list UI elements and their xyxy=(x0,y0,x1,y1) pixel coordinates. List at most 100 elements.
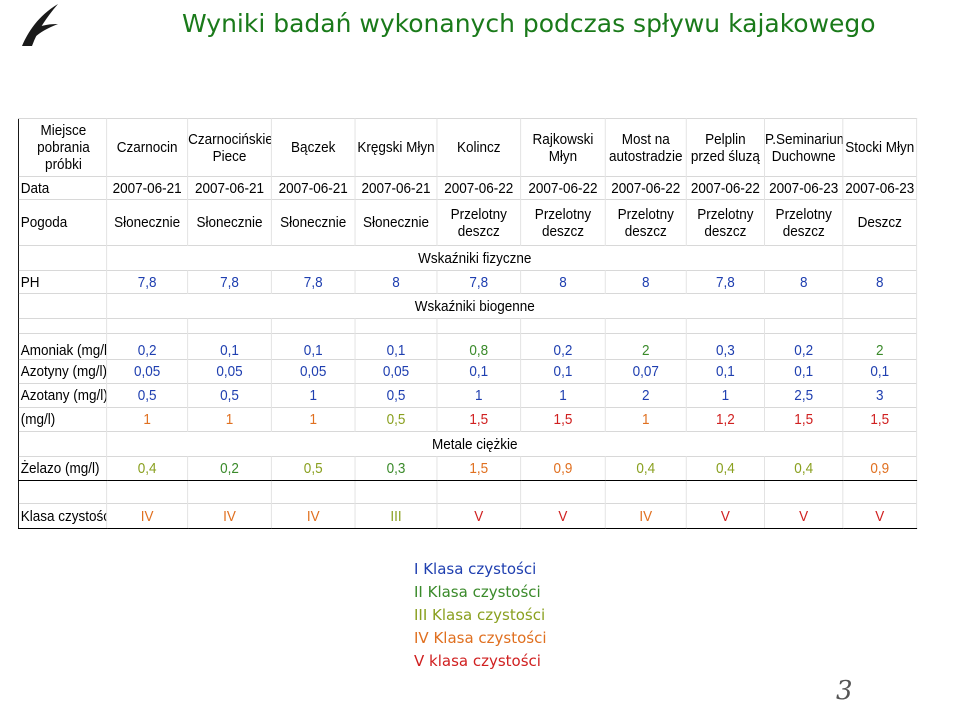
table-cell: 1 xyxy=(271,383,356,408)
table-cell: Słonecznie xyxy=(271,199,356,246)
table-cell: 7,8 xyxy=(271,270,356,294)
table-cell: 2007-06-22 xyxy=(520,176,606,200)
table-cell: V xyxy=(686,503,765,529)
results-table: Miejsce pobrania próbki Czarnocin Czarno… xyxy=(18,118,918,529)
table-cell: 0,1 xyxy=(764,359,844,384)
table-cell: 0,5 xyxy=(187,383,272,408)
row-label: (mg/l) xyxy=(18,407,108,432)
table-cell: Słonecznie xyxy=(187,199,272,246)
table-cell: 2007-06-23 xyxy=(842,176,918,200)
table-cell: 0,05 xyxy=(106,359,189,384)
table-cell: 0,1 xyxy=(520,359,606,384)
date-row: Data 2007-06-21 2007-06-21 2007-06-21 20… xyxy=(18,176,918,200)
table-cell: IV xyxy=(106,503,189,529)
row-label: Data xyxy=(18,176,108,200)
table-cell: 2 xyxy=(605,383,687,408)
table-cell: 0,5 xyxy=(106,383,189,408)
table-cell: 8 xyxy=(520,270,606,294)
table-cell: 2 xyxy=(842,333,918,360)
class-legend: I Klasa czystości II Klasa czystości III… xyxy=(414,558,551,673)
legend-item-class-5: V klasa czystości xyxy=(414,652,541,670)
table-cell: 1,5 xyxy=(842,407,918,432)
ph-row: PH 7,8 7,8 7,8 8 7,8 8 8 7,8 8 8 xyxy=(18,270,918,294)
table-cell: 0,4 xyxy=(605,456,687,481)
table-cell: 0,05 xyxy=(271,359,356,384)
table-cell: 2007-06-22 xyxy=(605,176,687,200)
table-cell: 1 xyxy=(686,383,765,408)
table-cell: 1 xyxy=(271,407,356,432)
section-row: Metale ciężkie xyxy=(18,431,918,457)
table-cell: 1,2 xyxy=(686,407,765,432)
table-cell: 0,9 xyxy=(842,456,918,481)
section-title-metals: Metale ciężkie xyxy=(106,431,844,457)
table-cell: 7,8 xyxy=(686,270,765,294)
table-cell: 0,4 xyxy=(764,456,844,481)
section-row: Wskaźniki fizyczne xyxy=(18,245,918,271)
table-cell: V xyxy=(520,503,606,529)
table-cell: 0,3 xyxy=(686,333,765,360)
page-title: Wyniki badań wykonanych podczas spływu k… xyxy=(182,9,876,38)
table-cell: 0,2 xyxy=(187,456,272,481)
table-cell: 1 xyxy=(106,407,189,432)
table-cell: 8 xyxy=(605,270,687,294)
table-cell: IV xyxy=(605,503,687,529)
table-cell: Słonecznie xyxy=(355,199,438,246)
table-cell: 0,1 xyxy=(187,333,272,360)
table-cell: 3 xyxy=(842,383,918,408)
ammonia-row: Amoniak (mg/l) 0,2 0,1 0,1 0,1 0,8 0,2 2… xyxy=(18,333,918,360)
legend-item-class-4: IV Klasa czystości xyxy=(414,629,547,647)
table-cell: 7,8 xyxy=(106,270,189,294)
nitrates-row: Azotany (mg/l) 0,5 0,5 1 0,5 1 1 2 1 2,5… xyxy=(18,383,918,408)
header-cell: Czarnocińskie Piece xyxy=(187,118,272,177)
table-cell: 0,05 xyxy=(355,359,438,384)
header-cell: Kręgski Młyn xyxy=(355,118,438,177)
table-cell: III xyxy=(355,503,438,529)
table-cell: 1 xyxy=(187,407,272,432)
header-cell: Bączek xyxy=(271,118,356,177)
table-cell: 0,07 xyxy=(605,359,687,384)
table-cell: 0,1 xyxy=(271,333,356,360)
header-cell: Pelplin przed śluzą xyxy=(686,118,765,177)
header-cell: Stocki Młyn xyxy=(842,118,918,177)
row-label: Azotyny (mg/l) xyxy=(18,359,108,384)
table-cell: 0,5 xyxy=(355,383,438,408)
table-cell: IV xyxy=(187,503,272,529)
table-cell: 2007-06-21 xyxy=(106,176,189,200)
purity-class-row: Klasa czystości IV IV IV III V V IV V V … xyxy=(18,503,918,529)
table-cell: 1 xyxy=(605,407,687,432)
row-label: Azotany (mg/l) xyxy=(18,383,108,408)
table-cell: 1,5 xyxy=(436,456,522,481)
legend-item-class-2: II Klasa czystości xyxy=(414,583,541,601)
weather-row: Pogoda Słonecznie Słonecznie Słonecznie … xyxy=(18,199,918,246)
row-label: PH xyxy=(18,270,108,294)
row-label: Klasa czystości xyxy=(18,503,108,529)
table-cell: Deszcz xyxy=(842,199,918,246)
table-cell: 1 xyxy=(520,383,606,408)
header-cell: Kolincz xyxy=(436,118,522,177)
table-cell: 2007-06-21 xyxy=(271,176,356,200)
table-cell: 0,2 xyxy=(764,333,844,360)
table-cell: 2007-06-22 xyxy=(436,176,522,200)
legend-item-class-3: III Klasa czystości xyxy=(414,606,546,624)
table-cell: 0,1 xyxy=(842,359,918,384)
table-cell: 0,9 xyxy=(520,456,606,481)
table-cell: 2007-06-23 xyxy=(764,176,844,200)
table-cell: Przelotny deszcz xyxy=(520,199,606,246)
header-cell: Czarnocin xyxy=(106,118,189,177)
table-cell: 2007-06-21 xyxy=(355,176,438,200)
row-label: Żelazo (mg/l) xyxy=(18,456,108,481)
bird-logo-icon xyxy=(22,4,58,46)
table-cell: 1,5 xyxy=(436,407,522,432)
table-cell: 0,4 xyxy=(106,456,189,481)
table-cell: 2 xyxy=(605,333,687,360)
header-cell: P.Seminarium Duchowne xyxy=(764,118,844,177)
table-cell: 7,8 xyxy=(436,270,522,294)
table-cell: 0,5 xyxy=(355,407,438,432)
table-cell: Słonecznie xyxy=(106,199,189,246)
section-title-biogenic: Wskaźniki biogenne xyxy=(106,293,844,319)
header-cell: Miejsce pobrania próbki xyxy=(18,118,108,177)
table-cell: 7,8 xyxy=(187,270,272,294)
table-cell: 8 xyxy=(842,270,918,294)
table-cell: 0,5 xyxy=(271,456,356,481)
section-title-physical: Wskaźniki fizyczne xyxy=(106,245,844,271)
